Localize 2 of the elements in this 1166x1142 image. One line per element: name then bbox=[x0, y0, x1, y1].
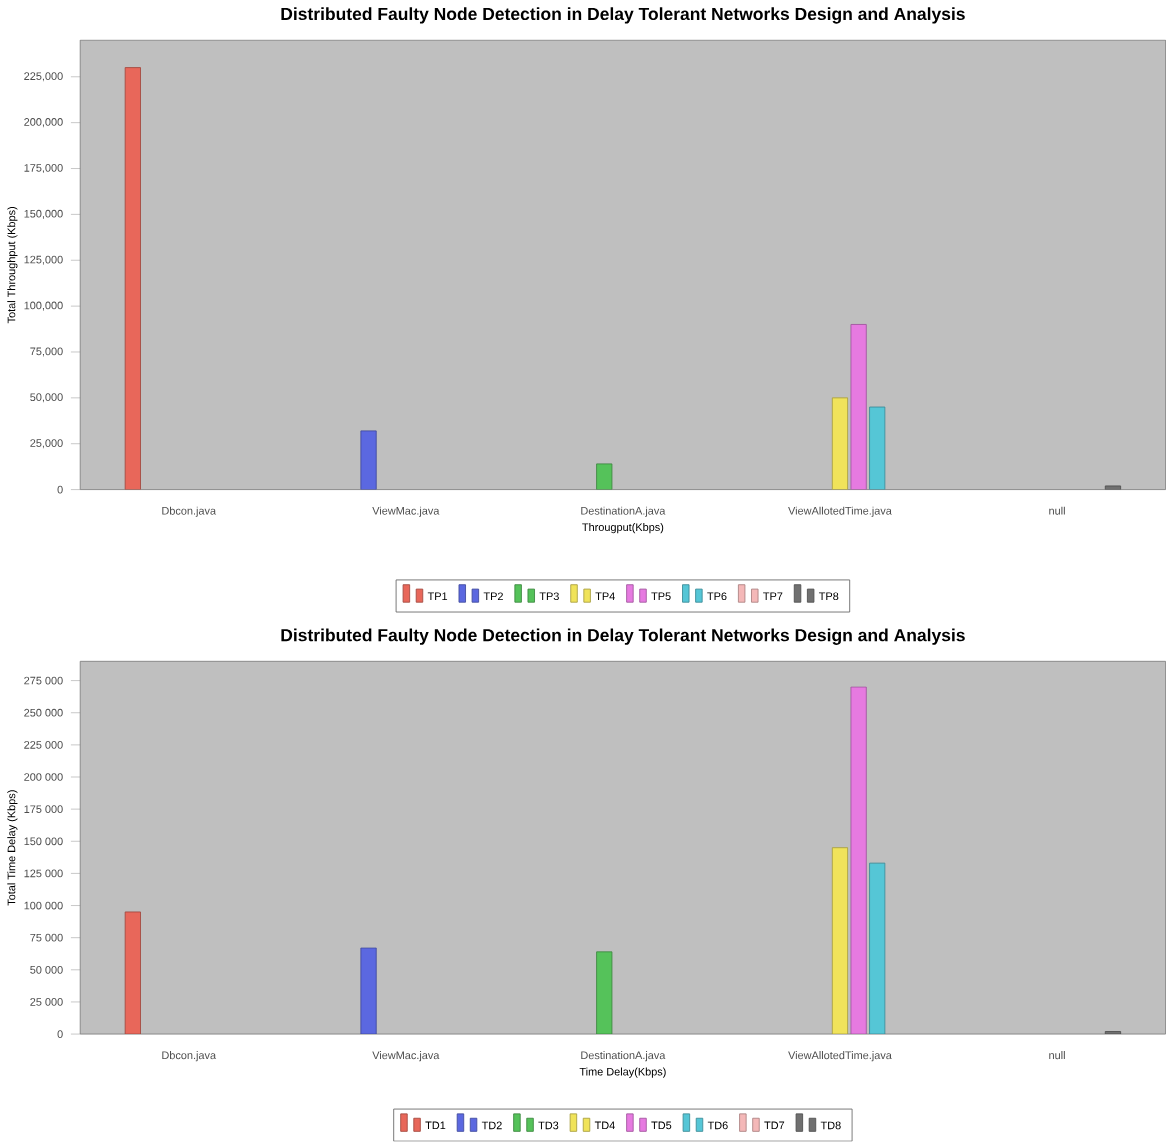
chart-title: Distributed Faulty Node Detection in Delay Tolerant Networks Design and Analysis bbox=[281, 628, 965, 646]
chart-title: Distributed Faulty Node Detection in Delay Tolerant Networks Design and Analysis bbox=[281, 7, 965, 24]
